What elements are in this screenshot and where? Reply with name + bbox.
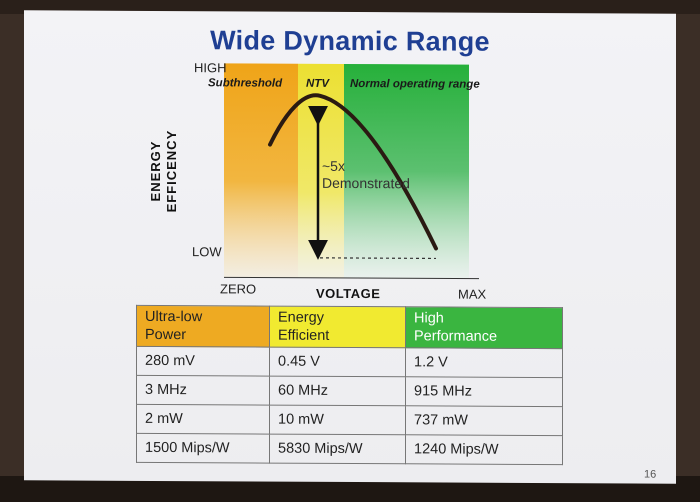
header-line: Ultra-low bbox=[145, 308, 203, 326]
header-line: Energy bbox=[278, 309, 324, 326]
table-cell: 1500 Mips/W bbox=[136, 433, 270, 464]
table-cell: 10 mW bbox=[269, 405, 406, 435]
subthreshold-region bbox=[224, 63, 298, 278]
table-cell: 5830 Mips/W bbox=[269, 434, 406, 464]
header-high-performance: High Performance bbox=[405, 306, 563, 349]
y-axis-low-label: LOW bbox=[192, 244, 222, 260]
table-cell: 0.45 V bbox=[269, 347, 406, 377]
table-header-row: Ultra-low Power Energy Efficient High Pe… bbox=[136, 305, 563, 349]
y-axis-title: ENERGY EFFICENCY bbox=[148, 130, 180, 213]
projected-slide: Wide Dynamic Range bbox=[24, 10, 676, 484]
table-cell: 60 MHz bbox=[269, 376, 406, 406]
table-cell: 737 mW bbox=[405, 405, 563, 436]
header-line: High bbox=[414, 310, 444, 327]
normal-operating-region bbox=[344, 63, 469, 279]
table-cell: 2 mW bbox=[136, 404, 270, 435]
header-line: Efficient bbox=[278, 327, 330, 344]
region-label-ntv: NTV bbox=[306, 77, 329, 90]
header-line: Performance bbox=[414, 328, 498, 345]
efficiency-curve bbox=[268, 93, 438, 251]
header-ultra-low-power: Ultra-low Power bbox=[136, 305, 270, 348]
table-row: 2 mW 10 mW 737 mW bbox=[136, 404, 563, 436]
x-axis-zero-label: ZERO bbox=[220, 281, 257, 297]
slide-page-number: 16 bbox=[644, 468, 657, 481]
region-label-normal: Normal operating range bbox=[350, 78, 480, 91]
table-cell: 1240 Mips/W bbox=[405, 434, 563, 465]
x-axis-line bbox=[224, 276, 479, 280]
table-cell: 3 MHz bbox=[136, 375, 270, 406]
annotation-factor: ~5x bbox=[322, 157, 345, 174]
header-energy-efficient: Energy Efficient bbox=[269, 306, 406, 348]
header-line: Power bbox=[145, 326, 187, 344]
table-cell: 915 MHz bbox=[405, 376, 563, 407]
y-axis-title-line2: EFFICENCY bbox=[164, 129, 179, 213]
table-row: 1500 Mips/W 5830 Mips/W 1240 Mips/W bbox=[136, 433, 563, 465]
low-reference-dashed-line bbox=[320, 257, 436, 260]
x-axis-max-label: MAX bbox=[458, 286, 487, 302]
y-axis-high-label: HIGH bbox=[194, 60, 227, 76]
region-label-subthreshold: Subthreshold bbox=[208, 77, 283, 90]
table-cell: 280 mV bbox=[136, 346, 270, 377]
annotation-demonstrated: Demonstrated bbox=[322, 174, 410, 192]
operating-modes-table: Ultra-low Power Energy Efficient High Pe… bbox=[136, 305, 563, 465]
table-row: 280 mV 0.45 V 1.2 V bbox=[136, 346, 563, 378]
energy-voltage-figure bbox=[224, 63, 479, 280]
y-axis-title-line1: ENERGY bbox=[148, 140, 163, 202]
x-axis-title: VOLTAGE bbox=[316, 285, 381, 302]
table-row: 3 MHz 60 MHz 915 MHz bbox=[136, 375, 563, 407]
table-cell: 1.2 V bbox=[405, 347, 563, 378]
